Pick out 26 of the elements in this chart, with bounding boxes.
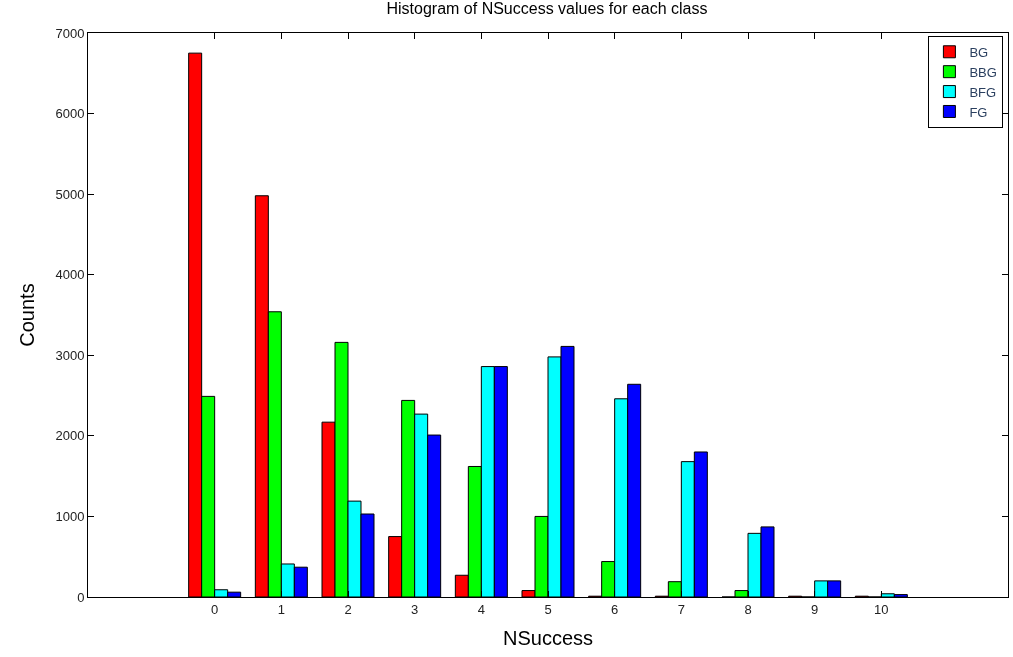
x-tick-label: 1	[277, 601, 285, 617]
x-tick-label: 8	[744, 601, 752, 617]
y-tick-label: 1000	[55, 508, 85, 524]
y-tick-label: 6000	[55, 106, 85, 122]
x-tick-label: 0	[211, 601, 219, 617]
legend-label: BG	[969, 44, 989, 60]
x-tick-label: 6	[611, 601, 619, 617]
x-tick-label: 3	[411, 601, 419, 617]
y-tick-label: 7000	[55, 25, 85, 41]
y-tick-label: 4000	[55, 267, 85, 283]
y-tick-label: 2000	[55, 428, 85, 444]
x-tick-label: 9	[811, 601, 819, 617]
x-tick-label: 10	[874, 601, 889, 617]
y-tick-label: 0	[77, 589, 85, 605]
x-tick-label: 5	[544, 601, 552, 617]
y-tick-label: 5000	[55, 186, 85, 202]
chart-title: Histogram of NSuccess values for each class	[386, 0, 708, 18]
x-tick-label: 2	[344, 601, 352, 617]
legend-label: BBG	[969, 64, 997, 80]
x-tick-label: 4	[477, 601, 485, 617]
y-tick-label: 3000	[55, 347, 85, 363]
x-axis-title: NSuccess	[502, 627, 594, 650]
legend-label: BFG	[969, 84, 997, 100]
x-tick-label: 7	[677, 601, 685, 617]
y-axis-title: Counts	[15, 283, 38, 347]
legend-label: FG	[969, 104, 988, 120]
